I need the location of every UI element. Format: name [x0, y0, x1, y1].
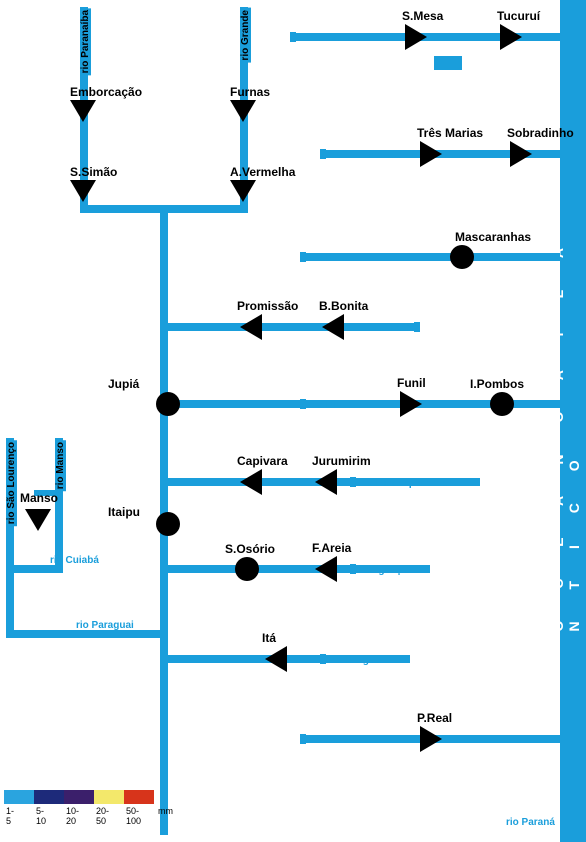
- diagram-canvas: O C E A N O A T L Â N T I C O rio Parana…: [0, 0, 586, 842]
- circle-jupia: [156, 392, 180, 416]
- river-paranapanema: rio Paranapanema: [360, 478, 447, 489]
- river-iguacu: rio Iguaçu: [360, 565, 408, 576]
- triangle-furnas: [230, 100, 256, 122]
- station-furnas: Furnas: [230, 85, 270, 99]
- river-uruguai: rio Uruguai: [330, 655, 383, 666]
- tick: [414, 322, 420, 332]
- station-sobradinho: Sobradinho: [507, 126, 574, 140]
- circle-sosorio: [235, 557, 259, 581]
- river-grande: rio Grande: [240, 8, 251, 63]
- triangle-avermelha: [230, 180, 256, 202]
- legend-color-3: [94, 790, 124, 804]
- tick: [320, 149, 326, 159]
- station-ssimao: S.Simão: [70, 165, 117, 179]
- station-funil: Funil: [397, 376, 426, 390]
- triangle-tucurui: [500, 24, 522, 50]
- tick: [290, 32, 296, 42]
- station-ita: Itá: [262, 631, 276, 645]
- triangle-sobradinho: [510, 141, 532, 167]
- legend-color-2: [64, 790, 94, 804]
- triangle-promissao: [240, 314, 262, 340]
- tick: [350, 564, 356, 574]
- legend-range-4: 50-100: [126, 806, 141, 826]
- river-jacui: rio Jacuí: [310, 735, 351, 746]
- legend-range-2: 10-20: [66, 806, 79, 826]
- triangle-funil: [400, 391, 422, 417]
- river-cuiaba: rio Cuiabá: [50, 555, 99, 566]
- river-tiete: rio Tietê: [372, 323, 411, 334]
- river-saolourenco: rio São Lourenço: [6, 440, 17, 526]
- river-tocantins: rio Tocantins: [300, 33, 362, 44]
- triangle-preal: [420, 726, 442, 752]
- station-jurumirim: Jurumirim: [312, 454, 371, 468]
- station-fareia: F.Areia: [312, 541, 351, 555]
- triangle-jurumirim: [315, 469, 337, 495]
- river-sfrancisco: rio S. Francisco: [330, 150, 405, 161]
- legend-color-1: [34, 790, 64, 804]
- station-sosorio: S.Osório: [225, 542, 275, 556]
- river-line: [6, 630, 168, 638]
- river-paranaiba: rio Paranaíba: [80, 8, 91, 75]
- station-promissao: Promissão: [237, 299, 298, 313]
- circle-ipombos: [490, 392, 514, 416]
- tick: [300, 734, 306, 744]
- triangle-bbonita: [322, 314, 344, 340]
- legend-color-0: [4, 790, 34, 804]
- station-capivara: Capivara: [237, 454, 288, 468]
- station-ipombos: I.Pombos: [470, 377, 524, 391]
- triangle-manso_st: [25, 509, 51, 531]
- triangle-capivara: [240, 469, 262, 495]
- legend-marker-box: [434, 56, 462, 70]
- station-smesa: S.Mesa: [402, 9, 443, 23]
- circle-mascaranhas: [450, 245, 474, 269]
- legend-unit: mm: [158, 806, 173, 816]
- river-manso: rio Manso: [55, 440, 66, 491]
- tick: [350, 477, 356, 487]
- station-avermelha: A.Vermelha: [230, 165, 295, 179]
- station-jupia: Jupiá: [108, 377, 139, 391]
- river-line: [6, 565, 63, 573]
- triangle-smesa: [405, 24, 427, 50]
- river-parana: rio Paraná: [506, 817, 555, 828]
- legend-range-3: 20-50: [96, 806, 109, 826]
- triangle-emborcacao: [70, 100, 96, 122]
- station-preal: P.Real: [417, 711, 452, 725]
- tick: [320, 654, 326, 664]
- station-tucurui: Tucuruí: [497, 9, 540, 23]
- triangle-ssimao: [70, 180, 96, 202]
- triangle-fareia: [315, 556, 337, 582]
- legend-range-1: 5-10: [36, 806, 46, 826]
- ocean-label: O C E A N O A T L Â N T I C O: [550, 211, 582, 632]
- triangle-tresmarias: [420, 141, 442, 167]
- station-itaipu: Itaipu: [108, 505, 140, 519]
- station-emborcacao: Emborcação: [70, 85, 142, 99]
- river-pbsul: rio Pb. Sul: [310, 400, 359, 411]
- station-manso_st: Manso: [20, 491, 58, 505]
- legend-color-4: [124, 790, 154, 804]
- station-mascaranhas: Mascaranhas: [455, 230, 531, 244]
- circle-itaipu: [156, 512, 180, 536]
- river-paraguai: rio Paraguai: [76, 620, 134, 631]
- station-tresmarias: Três Marias: [417, 126, 483, 140]
- tick: [300, 252, 306, 262]
- triangle-ita: [265, 646, 287, 672]
- legend-range-0: 1-5: [6, 806, 14, 826]
- tick: [300, 399, 306, 409]
- station-bbonita: B.Bonita: [319, 299, 368, 313]
- river-doce: rio Doce: [310, 253, 350, 264]
